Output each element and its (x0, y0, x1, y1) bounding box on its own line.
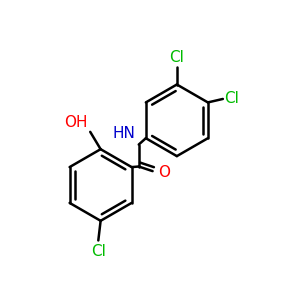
Text: Cl: Cl (91, 244, 106, 259)
Text: OH: OH (64, 115, 88, 130)
Text: HN: HN (112, 126, 135, 141)
Text: Cl: Cl (224, 92, 239, 106)
Text: O: O (158, 165, 170, 180)
Text: Cl: Cl (169, 50, 184, 65)
